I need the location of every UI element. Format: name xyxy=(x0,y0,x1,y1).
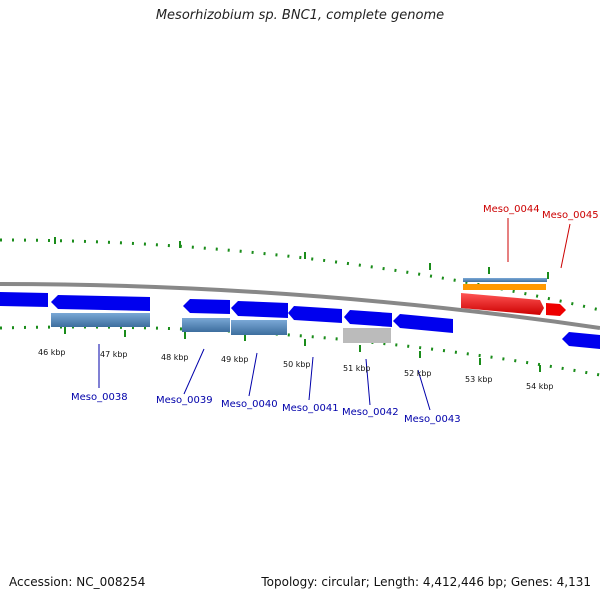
scale-label-54: 54 kbp xyxy=(526,382,554,391)
gene-label-meso-0041[interactable]: Meso_0041 xyxy=(282,403,339,414)
scale-label-51: 51 kbp xyxy=(343,364,371,373)
feature-meso-0042-gene[interactable] xyxy=(344,310,392,327)
scale-label-53: 53 kbp xyxy=(465,375,493,384)
feature-meso-0045-gene[interactable] xyxy=(546,303,566,316)
feature-meso-0041-gene[interactable] xyxy=(288,306,342,323)
gene-label-meso-0042[interactable]: Meso_0042 xyxy=(342,407,399,418)
cds-meso-0042[interactable] xyxy=(343,328,391,343)
scale-label-52: 52 kbp xyxy=(404,369,432,378)
scale-label-47: 47 kbp xyxy=(100,350,128,359)
feature-meso-0046-gene[interactable] xyxy=(562,332,600,349)
feature-meso-0038-gene[interactable] xyxy=(51,295,150,311)
feature-meso-0040-gene[interactable] xyxy=(231,301,288,318)
scale-label-49: 49 kbp xyxy=(221,355,249,364)
feature-meso-0043-gene[interactable] xyxy=(393,314,453,333)
genome-summary-text: Topology: circular; Length: 4,412,446 bp… xyxy=(261,575,591,589)
cds-meso-0040[interactable] xyxy=(231,320,287,335)
scale-label-46: 46 kbp xyxy=(38,348,66,357)
cds-meso-0039[interactable] xyxy=(182,318,230,332)
genome-map: 46 kbp 47 kbp 48 kbp 49 kbp 50 kbp 51 kb… xyxy=(0,0,600,600)
gene-label-meso-0044[interactable]: Meso_0044 xyxy=(483,204,540,215)
accession-text: Accession: NC_008254 xyxy=(9,575,145,589)
gene-label-meso-0038[interactable]: Meso_0038 xyxy=(71,392,128,403)
gene-label-meso-0045[interactable]: Meso_0045 xyxy=(542,210,599,221)
feature-meso-0039-gene[interactable] xyxy=(183,299,230,314)
feature-meso-0037-gene[interactable] xyxy=(0,292,48,307)
gene-label-meso-0040[interactable]: Meso_0040 xyxy=(221,399,278,410)
gene-label-meso-0039[interactable]: Meso_0039 xyxy=(156,395,213,406)
scale-label-48: 48 kbp xyxy=(161,353,189,362)
gene-label-meso-0043[interactable]: Meso_0043 xyxy=(404,414,461,425)
scale-label-50: 50 kbp xyxy=(283,360,311,369)
outer-major-ticks xyxy=(55,237,548,279)
cds-meso-0038[interactable] xyxy=(51,313,150,327)
